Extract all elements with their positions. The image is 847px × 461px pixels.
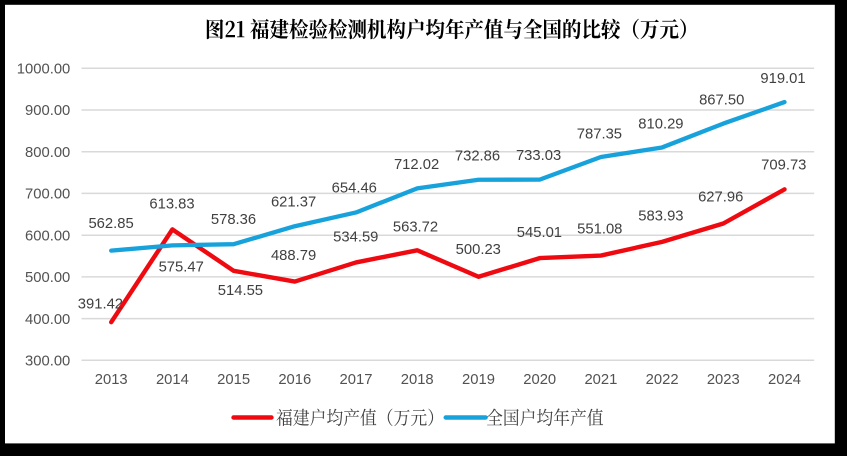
svg-text:563.72: 563.72 [393,220,438,236]
svg-text:2016: 2016 [278,372,311,388]
svg-text:2017: 2017 [340,372,373,388]
svg-text:2024: 2024 [768,372,801,388]
svg-text:800.00: 800.00 [25,145,70,161]
svg-text:551.08: 551.08 [577,222,622,238]
svg-text:2019: 2019 [462,372,495,388]
svg-text:391.42: 391.42 [78,297,123,313]
svg-text:500.23: 500.23 [456,242,501,258]
svg-text:2020: 2020 [523,372,556,388]
svg-text:810.29: 810.29 [638,116,683,132]
svg-text:2018: 2018 [401,372,434,388]
svg-text:654.46: 654.46 [332,181,377,197]
svg-text:621.37: 621.37 [271,194,316,210]
svg-text:2022: 2022 [646,372,679,388]
svg-text:300.00: 300.00 [25,354,70,370]
svg-text:2021: 2021 [584,372,617,388]
svg-text:534.59: 534.59 [333,230,378,246]
svg-text:787.35: 787.35 [577,127,622,143]
svg-text:867.50: 867.50 [699,92,744,108]
svg-text:545.01: 545.01 [517,225,562,241]
svg-text:700.00: 700.00 [25,187,70,203]
svg-text:919.01: 919.01 [760,71,805,87]
svg-text:627.96: 627.96 [698,190,743,206]
svg-text:400.00: 400.00 [25,312,70,328]
svg-text:1000.00: 1000.00 [17,62,71,78]
svg-text:2015: 2015 [217,372,250,388]
svg-text:578.36: 578.36 [211,212,256,228]
svg-text:575.47: 575.47 [159,260,204,276]
svg-text:562.85: 562.85 [88,216,133,232]
svg-text:709.73: 709.73 [761,157,806,173]
svg-text:2013: 2013 [95,372,128,388]
svg-text:712.02: 712.02 [394,157,439,173]
svg-text:733.03: 733.03 [516,148,561,164]
svg-text:600.00: 600.00 [25,228,70,244]
svg-text:2023: 2023 [707,372,740,388]
svg-text:583.93: 583.93 [638,209,683,225]
svg-text:500.00: 500.00 [25,270,70,286]
svg-text:2014: 2014 [156,372,189,388]
svg-text:900.00: 900.00 [25,103,70,119]
svg-text:732.86: 732.86 [455,148,500,164]
svg-text:613.83: 613.83 [149,196,194,212]
svg-text:514.55: 514.55 [218,283,263,299]
svg-text:488.79: 488.79 [271,248,316,264]
